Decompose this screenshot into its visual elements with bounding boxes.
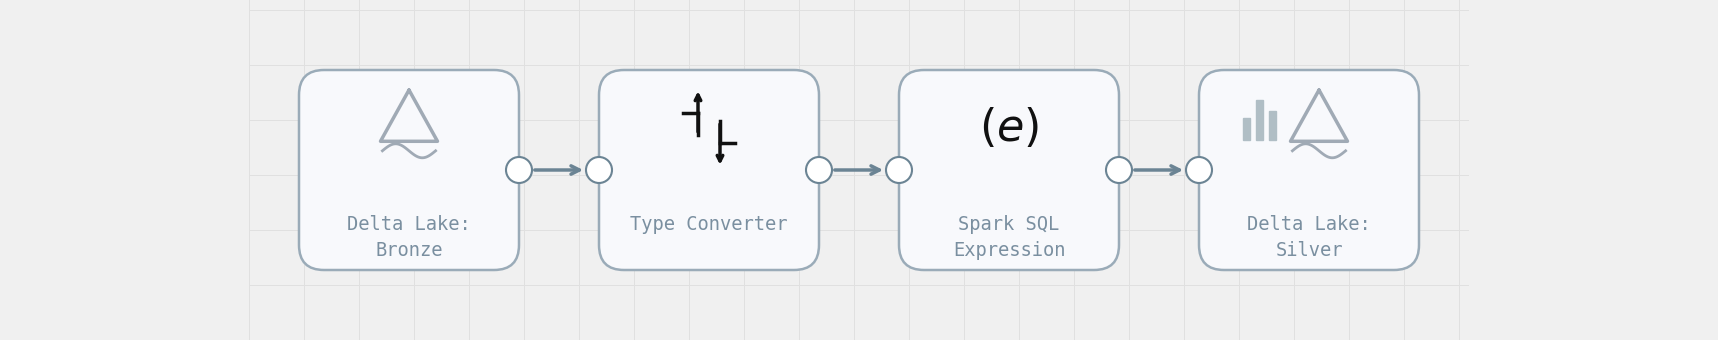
Circle shape — [1185, 157, 1211, 183]
FancyBboxPatch shape — [899, 70, 1118, 270]
Text: $\mathit{(e)}$: $\mathit{(e)}$ — [979, 106, 1039, 150]
Bar — [1268, 111, 1275, 140]
Text: Type Converter: Type Converter — [631, 215, 789, 234]
FancyBboxPatch shape — [600, 70, 819, 270]
Circle shape — [507, 157, 533, 183]
Circle shape — [1106, 157, 1132, 183]
FancyBboxPatch shape — [1199, 70, 1419, 270]
Bar — [1242, 118, 1249, 140]
Circle shape — [886, 157, 912, 183]
Bar — [1256, 100, 1263, 140]
FancyBboxPatch shape — [299, 70, 519, 270]
Text: Spark SQL
Expression: Spark SQL Expression — [953, 215, 1065, 260]
Text: Delta Lake:
Bronze: Delta Lake: Bronze — [347, 215, 471, 260]
Text: Delta Lake:
Silver: Delta Lake: Silver — [1247, 215, 1371, 260]
Circle shape — [586, 157, 612, 183]
Circle shape — [806, 157, 832, 183]
